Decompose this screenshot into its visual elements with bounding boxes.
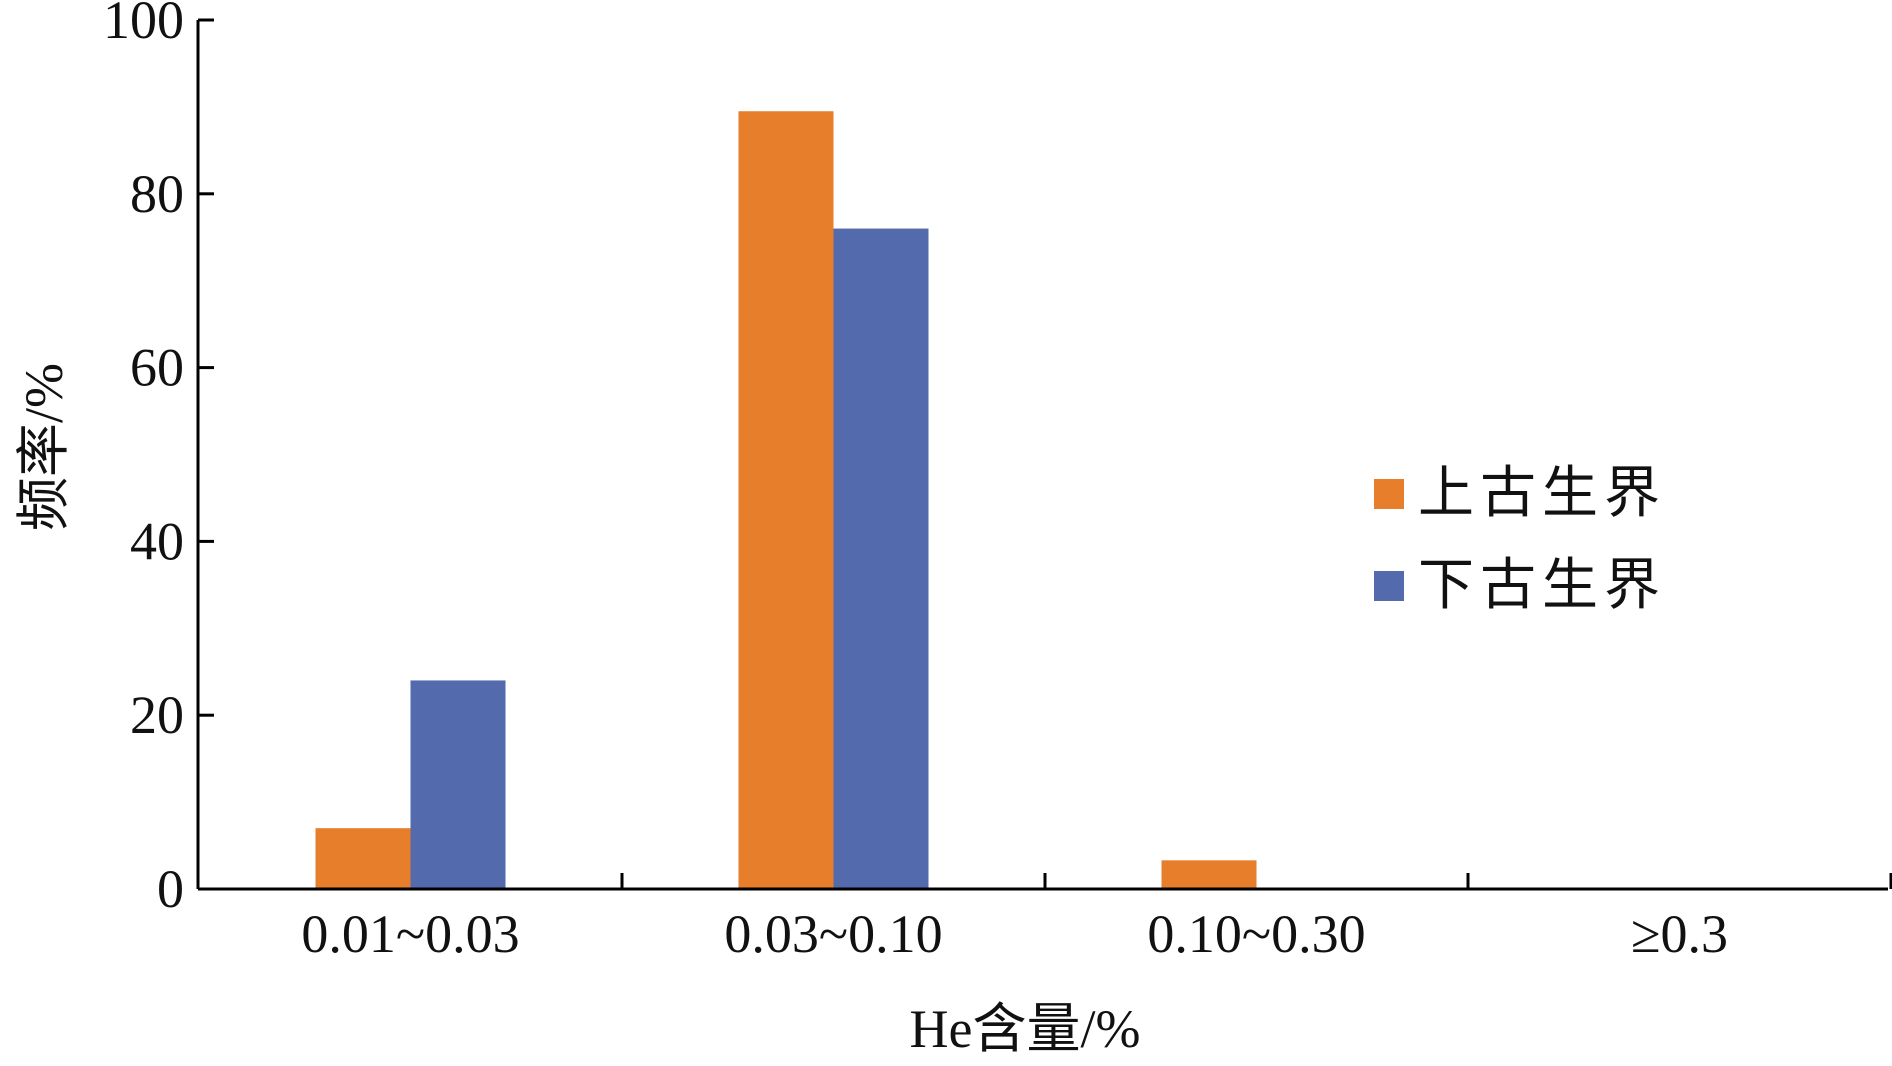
legend-label: 上古生界 [1418, 463, 1666, 525]
y-ticks-layer: 0 20 40 60 80 100 [103, 0, 214, 919]
bars-layer [315, 111, 1257, 890]
y-tick-label: 0 [157, 859, 184, 919]
x-axis-title: He含量/% [910, 999, 1141, 1059]
bar-upper-2 [1161, 860, 1257, 889]
bar-upper-1 [738, 111, 834, 890]
legend-label: 下古生界 [1418, 555, 1666, 617]
bar-upper-0 [315, 828, 411, 889]
x-tick-label: 0.10~0.30 [1147, 904, 1365, 964]
x-ticks-layer: 0.01~0.03 0.03~0.10 0.10~0.30 ≥0.3 [301, 873, 1892, 964]
y-axis-title: 频率/% [14, 363, 74, 531]
x-tick-label: ≥0.3 [1631, 904, 1728, 964]
y-tick-label: 60 [130, 338, 184, 398]
axes-layer [196, 20, 1888, 891]
y-tick-label: 40 [130, 511, 184, 571]
y-tick-label: 20 [130, 685, 184, 745]
bar-lower-0 [410, 680, 506, 889]
x-tick-label: 0.01~0.03 [301, 904, 519, 964]
bar-lower-1 [833, 228, 929, 889]
y-tick-label: 80 [130, 164, 184, 224]
legend-swatch [1374, 571, 1404, 601]
legend-swatch [1374, 479, 1404, 509]
y-tick-label: 100 [103, 0, 184, 50]
x-tick-label: 0.03~0.10 [724, 904, 942, 964]
